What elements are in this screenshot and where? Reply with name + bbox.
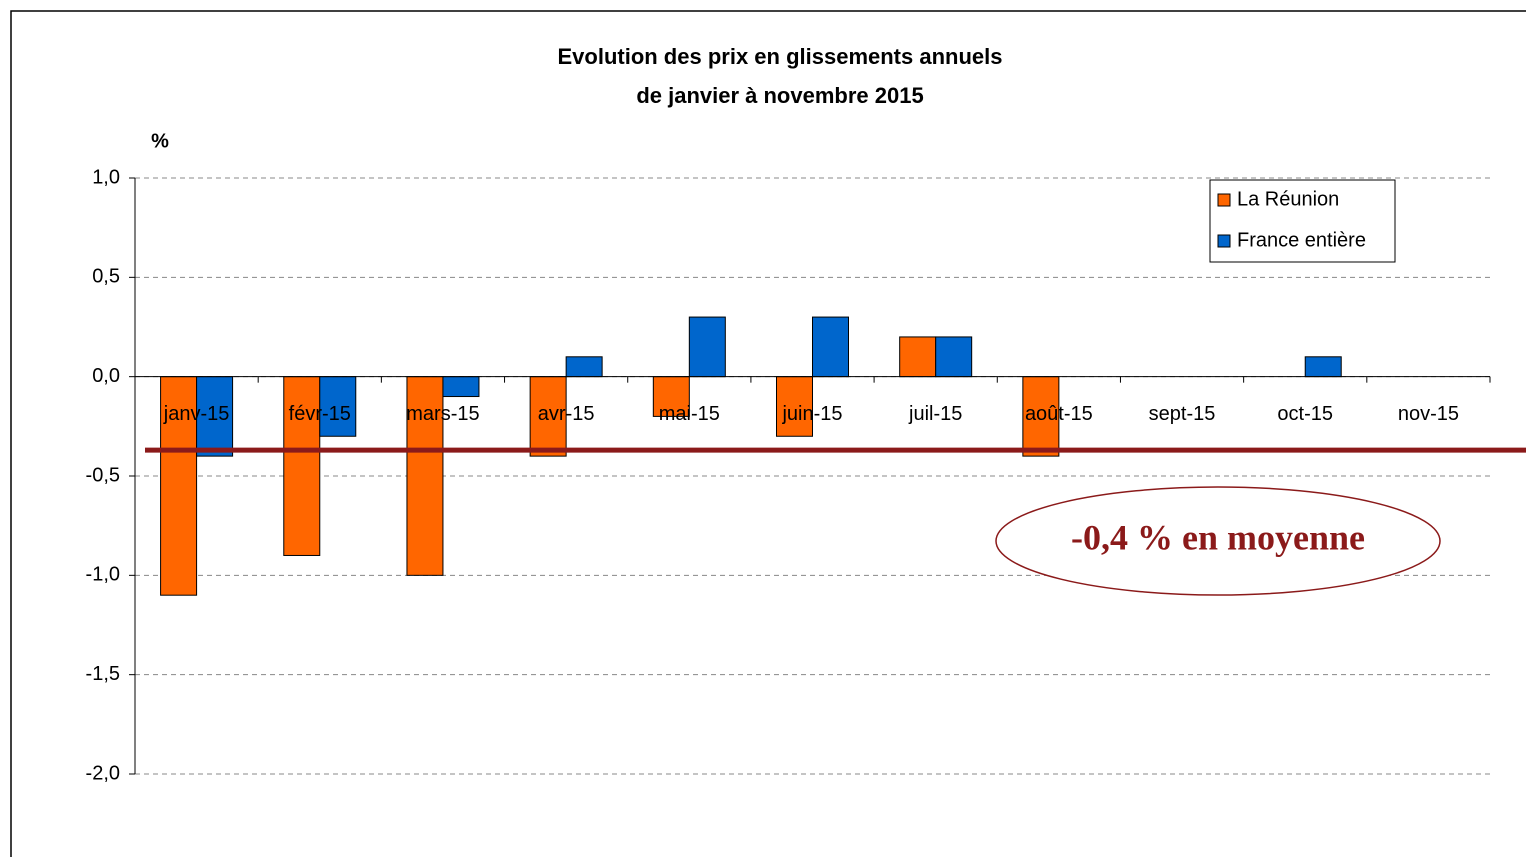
bar (776, 376, 813, 437)
x-tick-label: mai-15 (659, 403, 720, 425)
x-tick-label: avr-15 (538, 403, 595, 425)
bar (899, 336, 937, 378)
y-tick-label: -1,5 (86, 663, 120, 685)
bar (160, 376, 198, 596)
legend-label: La Réunion (1237, 188, 1339, 210)
bar (688, 316, 726, 378)
x-tick-label: janv-15 (163, 403, 230, 425)
annotation: -0,4 % en moyenne (1071, 517, 1365, 557)
legend-swatch (1217, 234, 1231, 248)
x-tick-label: mars-15 (406, 403, 479, 425)
bar (283, 376, 321, 556)
y-tick-label: -0,5 (86, 464, 120, 486)
y-tick-label: 0,5 (92, 266, 120, 288)
annotation-ellipse (995, 486, 1441, 596)
legend-label: France entière (1237, 229, 1366, 251)
x-tick-label: nov-15 (1398, 403, 1459, 425)
chart-frame (10, 10, 1526, 857)
x-tick-label: août-15 (1025, 403, 1093, 425)
bar (319, 376, 357, 437)
x-tick-label: févr-15 (289, 403, 351, 425)
x-tick-label: juil-15 (908, 403, 962, 425)
y-tick-label: -1,0 (86, 564, 120, 586)
y-tick-label: 0,0 (92, 365, 120, 387)
bar (1304, 356, 1342, 378)
bar (529, 376, 567, 457)
bar (565, 356, 603, 378)
bar (442, 376, 480, 398)
bar (935, 336, 973, 378)
y-tick-label: 1,0 (92, 166, 120, 188)
chart-subtitle: de janvier à novembre 2015 (636, 83, 923, 108)
bar (406, 376, 444, 576)
x-tick-label: sept-15 (1149, 403, 1216, 425)
bar (812, 316, 849, 378)
bar (196, 376, 234, 457)
y-axis-label: % (151, 130, 169, 152)
legend-box (1209, 179, 1396, 263)
x-tick-label: oct-15 (1277, 403, 1333, 425)
bar (1022, 376, 1060, 457)
legend-swatch (1217, 193, 1231, 207)
x-tick-label: juin-15 (781, 403, 842, 425)
y-tick-label: -2,0 (86, 762, 120, 784)
chart-title: Evolution des prix en glissements annuel… (557, 44, 1002, 69)
